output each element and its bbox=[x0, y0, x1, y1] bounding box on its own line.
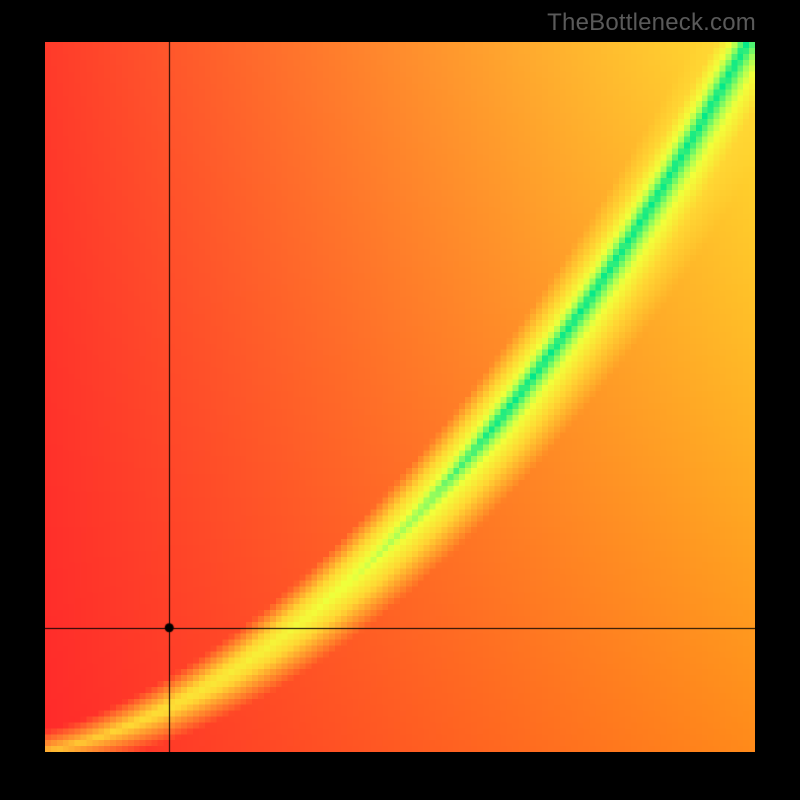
bottleneck-heatmap bbox=[45, 42, 755, 752]
watermark-text: TheBottleneck.com bbox=[547, 9, 756, 37]
chart-container: TheBottleneck.com bbox=[0, 0, 800, 800]
